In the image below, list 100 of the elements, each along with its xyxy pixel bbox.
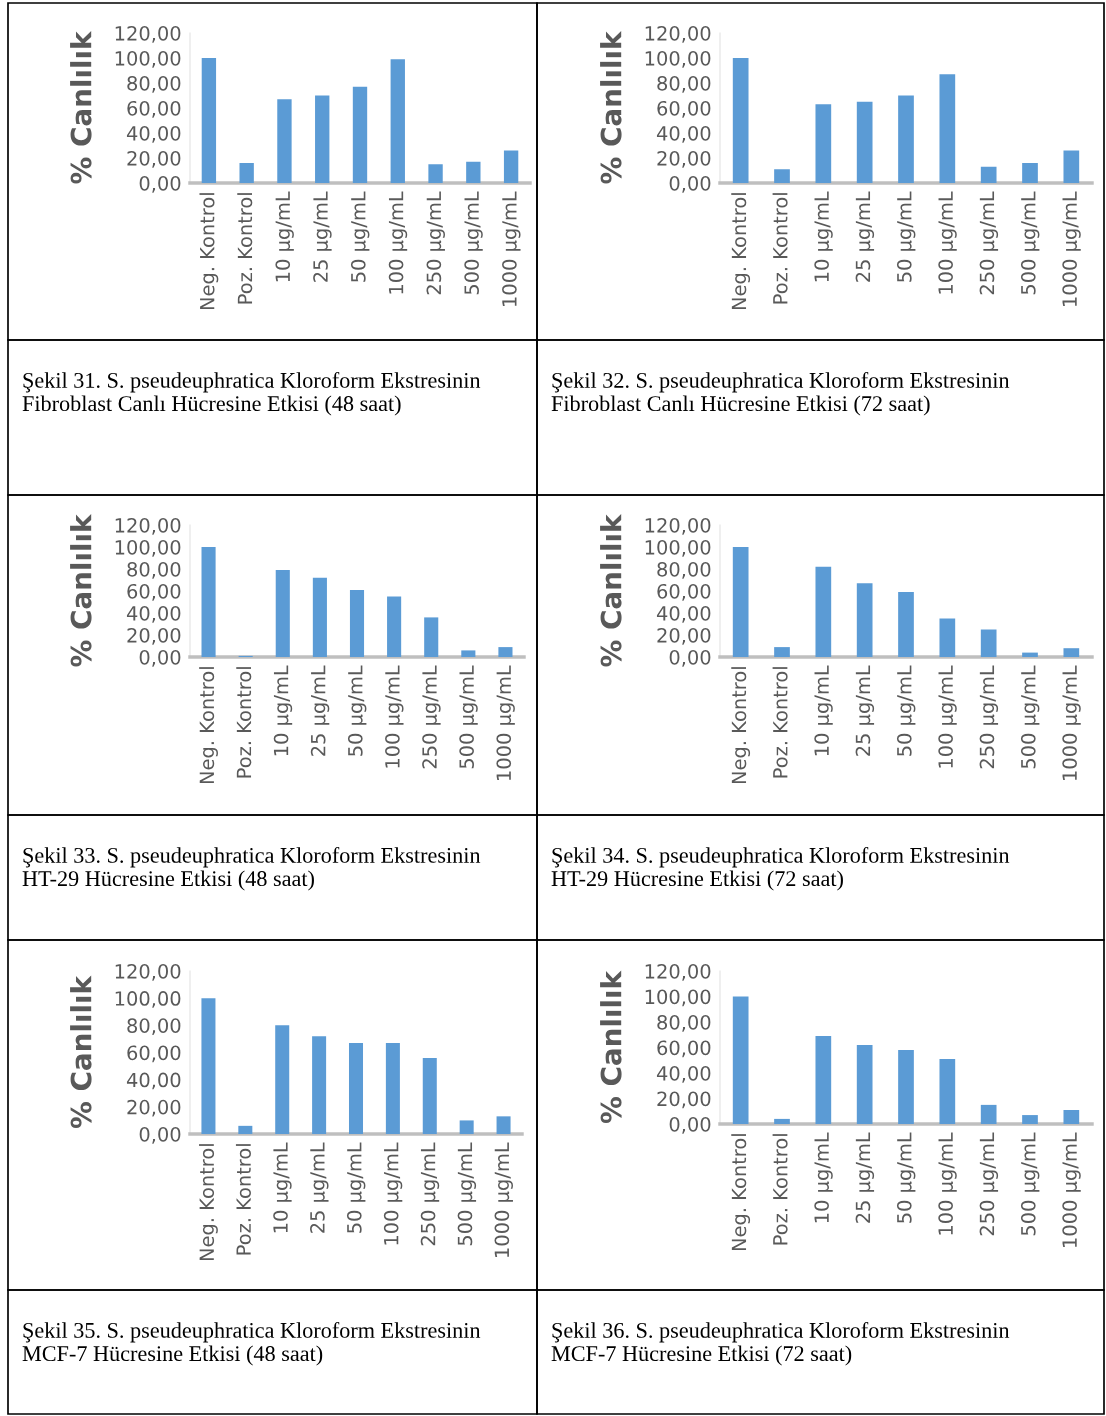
x-tick-label: 50 µg/mL: [350, 191, 370, 282]
text: Şekil 33. S. pseudeuphratica Kloroform Ekstresinin HT-29 Hücresine Etkisi (48 saat): [22, 847, 481, 891]
x-tick-label: 10 µg/mL: [273, 1142, 292, 1233]
x-tick-label: 1000 µg/mL: [1062, 665, 1081, 780]
y-tick-label: 100,00: [115, 991, 181, 1008]
bar: [856, 101, 873, 183]
text: Şekil 34. S. pseudeuphratica Kloroform Ekstresinin HT-29 Hücresine Etkisi (72 saat): [551, 847, 1010, 891]
bar: [385, 1042, 400, 1134]
bar: [496, 1116, 511, 1134]
bar: [201, 547, 216, 657]
bar: [459, 1120, 474, 1134]
bar: [774, 169, 790, 183]
text: Şekil 32. S. pseudeuphratica Kloroform Ekstresinin Fibroblast Canlı Hücresine Etkisi (72 saat): [551, 372, 1010, 416]
bar: [275, 1025, 290, 1134]
x-tick-label: 100 µg/mL: [385, 665, 404, 768]
y-tick-label: 20,00: [657, 627, 711, 645]
bar: [349, 589, 365, 657]
bar: [1022, 652, 1038, 657]
y-tick-label: 20,00: [127, 150, 181, 168]
x-tick-label: 50 µg/mL: [896, 1132, 916, 1223]
y-tick-label: 60,00: [127, 1045, 181, 1063]
y-tick-label: 120,00: [115, 963, 181, 981]
y-tick-label: 40,00: [656, 1065, 711, 1083]
bar: [201, 998, 216, 1134]
y-tick-label: 120,00: [645, 517, 711, 535]
bar: [856, 1044, 873, 1124]
x-tick-label: 250 µg/mL: [979, 665, 999, 769]
x-tick-label: 250 µg/mL: [422, 665, 441, 769]
bar: [732, 58, 749, 183]
y-tick-label: 60,00: [127, 100, 181, 118]
bar: [898, 1050, 914, 1124]
y-tick-label: 40,00: [656, 125, 711, 143]
x-tick-label: Poz. Kontrol: [237, 193, 253, 304]
bar: [898, 95, 914, 183]
bar: [498, 647, 513, 657]
x-tick-label: Poz. Kontrol: [772, 193, 788, 304]
x-tick-label: 500 µg/mL: [457, 1142, 477, 1246]
x-tick-label: 500 µg/mL: [1020, 1132, 1040, 1236]
x-tick-label: 500 µg/mL: [1020, 665, 1040, 769]
x-tick-label: 25 µg/mL: [855, 1132, 875, 1223]
bar: [466, 161, 481, 183]
bar: [238, 1125, 253, 1134]
x-tick-label: 1000 µg/mL: [1062, 191, 1081, 306]
y-tick-label: 60,00: [657, 1040, 711, 1058]
x-tick-label: 100 µg/mL: [938, 191, 957, 294]
bar: [387, 596, 402, 657]
bar: [1063, 150, 1080, 183]
bar: [980, 166, 997, 183]
x-tick-label: 25 µg/mL: [310, 1142, 329, 1233]
bar: [980, 1104, 997, 1124]
x-tick-label: 50 µg/mL: [346, 1142, 366, 1233]
x-tick-label: 50 µg/mL: [896, 665, 916, 756]
x-tick-label: 25 µg/mL: [310, 665, 330, 756]
y-tick-label: 60,00: [657, 583, 711, 601]
y-tick-label: 60,00: [657, 100, 711, 118]
bar: [732, 996, 749, 1124]
x-tick-label: Poz. Kontrol: [236, 667, 252, 778]
y-axis-title: % Canlılık: [70, 513, 92, 667]
bar: [348, 1042, 364, 1134]
y-tick-label: 120,00: [645, 25, 711, 43]
x-tick-label: 10 µg/mL: [275, 191, 294, 282]
y-axis-title: % Canlılık: [600, 30, 622, 184]
bar: [352, 86, 368, 183]
bar: [815, 566, 832, 657]
y-tick-label: 40,00: [126, 1072, 181, 1090]
bar: [1022, 1115, 1038, 1124]
bar: [503, 150, 519, 183]
x-tick-label: 10 µg/mL: [814, 665, 833, 756]
bar: [1063, 1109, 1080, 1124]
x-tick-label: 25 µg/mL: [313, 191, 332, 282]
bar: [461, 650, 476, 657]
y-tick-label: 80,00: [657, 75, 711, 93]
x-tick-label: 50 µg/mL: [347, 665, 367, 756]
y-tick-label: 40,00: [126, 125, 181, 143]
x-tick-label: 10 µg/mL: [814, 1132, 833, 1223]
y-tick-label: 20,00: [127, 1099, 181, 1117]
y-tick-label: 0,00: [139, 649, 181, 667]
y-tick-label: 0,00: [669, 1116, 711, 1134]
bar: [201, 58, 217, 183]
bar: [428, 164, 443, 183]
x-tick-label: Neg. Kontrol: [731, 1134, 751, 1251]
x-tick-label: 250 µg/mL: [979, 191, 999, 295]
y-tick-label: 120,00: [115, 25, 181, 43]
y-tick-label: 80,00: [127, 75, 181, 93]
y-tick-label: 20,00: [657, 1091, 711, 1109]
y-tick-label: 100,00: [115, 50, 181, 68]
bar: [390, 59, 405, 183]
bar: [1022, 163, 1038, 183]
bar: [898, 592, 914, 657]
bar: [774, 647, 790, 657]
text: Şekil 31. S. pseudeuphratica Kloroform Ekstresinin Fibroblast Canlı Hücresine Etkisi (48 saat): [22, 372, 481, 416]
bar: [277, 99, 292, 183]
y-tick-label: 40,00: [126, 605, 181, 623]
x-tick-label: 100 µg/mL: [383, 1142, 403, 1245]
x-tick-label: 1000 µg/mL: [502, 191, 521, 306]
x-tick-label: Poz. Kontrol: [772, 667, 788, 778]
x-tick-label: 50 µg/mL: [896, 191, 916, 282]
y-tick-label: 100,00: [115, 539, 181, 557]
y-tick-label: 0,00: [139, 1126, 181, 1144]
bar: [275, 570, 290, 657]
